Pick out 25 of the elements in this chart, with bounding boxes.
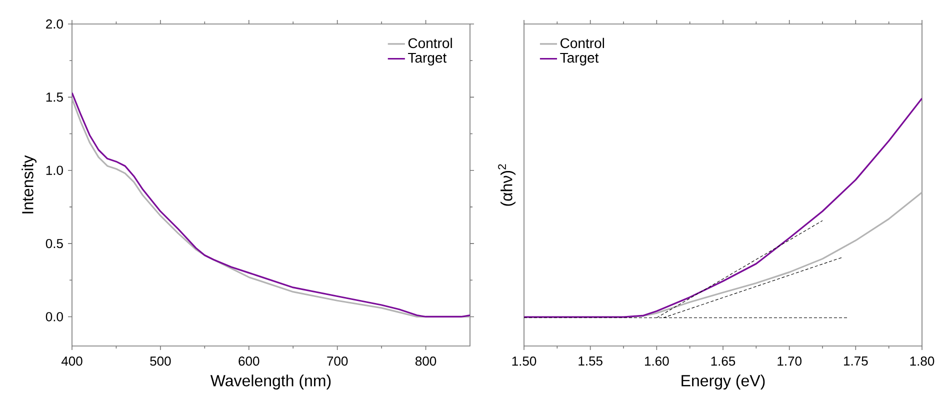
x-tick-label: 1.65: [711, 356, 736, 366]
y-axis-title: (αhν)$^{2}$: [498, 164, 516, 206]
x-axis-title: Energy (eV): [682, 374, 765, 390]
x-tick-label: 700: [327, 356, 348, 366]
y-tick-label: 1.5: [46, 92, 63, 102]
legend-label: Target: [560, 52, 599, 66]
x-tick-label: 1.75: [844, 356, 868, 366]
y-axis-title: Intensity: [22, 155, 37, 214]
y-tick-label: 0.0: [46, 312, 63, 322]
legend-label: Control: [408, 38, 452, 48]
x-tick-label: 1.55: [578, 356, 602, 366]
x-tick-label: 1.50: [512, 356, 536, 366]
x-tick-label: 600: [238, 356, 260, 366]
x-tick-label: 1.70: [778, 356, 802, 366]
y-tick-label: 1.0: [46, 166, 63, 175]
x-tick-label: 500: [150, 356, 171, 366]
legend-label: Target: [408, 52, 447, 66]
y-tick-label: 0.5: [46, 238, 63, 248]
legend-label: Control: [560, 38, 604, 48]
x-tick-label: 1.80: [910, 356, 934, 366]
x-tick-label: 400: [61, 356, 82, 366]
x-tick-label: 1.60: [645, 356, 669, 366]
x-tick-label: 800: [415, 356, 436, 366]
y-tick-label: 2.0: [46, 19, 63, 29]
x-axis-title: Wavelength (nm): [210, 374, 331, 390]
